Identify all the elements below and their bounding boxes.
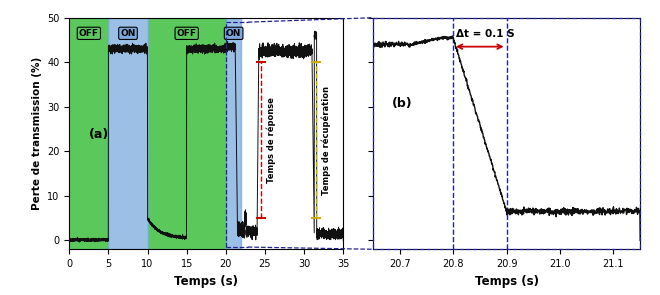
- Bar: [148, 18, 226, 249]
- Text: ON: ON: [226, 29, 242, 38]
- Text: Temps de réponse: Temps de réponse: [267, 97, 276, 183]
- Bar: [69, 18, 108, 249]
- Text: Temps de récupération: Temps de récupération: [321, 86, 331, 195]
- Text: OFF: OFF: [177, 29, 197, 38]
- X-axis label: Temps (s): Temps (s): [174, 275, 238, 288]
- Bar: [226, 18, 242, 249]
- Bar: [108, 18, 148, 249]
- Text: OFF: OFF: [79, 29, 99, 38]
- Text: (b): (b): [391, 97, 412, 110]
- Text: (a): (a): [89, 128, 109, 141]
- Text: ON: ON: [120, 29, 136, 38]
- Y-axis label: Perte de transmission (%): Perte de transmission (%): [32, 57, 42, 210]
- X-axis label: Temps (s): Temps (s): [475, 275, 539, 288]
- Text: Δt = 0.1 S: Δt = 0.1 S: [456, 29, 514, 39]
